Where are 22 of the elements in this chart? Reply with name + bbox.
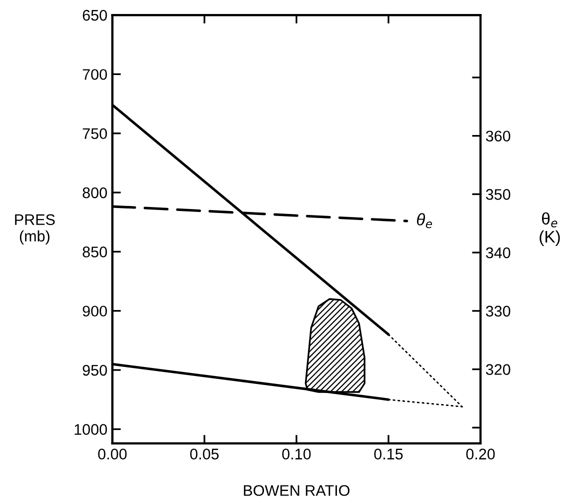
y-tick-label: 750 [82, 128, 107, 140]
x-tick-label: 0.10 [282, 448, 311, 460]
x-tick-label: 0.00 [98, 448, 127, 460]
series-label: θ$_{e}$ [416, 213, 432, 228]
y-tick-label: 900 [82, 306, 107, 317]
x-tick-label: 0.05 [190, 448, 219, 460]
x-tick-label: 0.15 [374, 448, 403, 460]
y-tick-label: 850 [82, 246, 107, 258]
y-tick-label: 800 [82, 187, 107, 198]
y2-tick-label: 320 [486, 364, 510, 375]
y-tick-label: 700 [82, 69, 107, 80]
y2-tick-label: 330 [486, 306, 510, 317]
y-axis-title: PRES (mb) [15, 214, 55, 245]
y-tick-label: 1000 [74, 424, 107, 435]
y2-tick-label: 340 [486, 247, 510, 258]
y2-axis-title: θ$_{e}$ (K) [540, 212, 560, 246]
y2-tick-label: 360 [486, 130, 510, 142]
y-tick-label: 650 [82, 10, 107, 21]
x-axis-title: BOWEN RATIO [244, 485, 350, 496]
x-tick-label: 0.20 [466, 448, 495, 460]
y2-tick-label: 350 [486, 189, 510, 200]
y-tick-label: 950 [82, 364, 107, 376]
